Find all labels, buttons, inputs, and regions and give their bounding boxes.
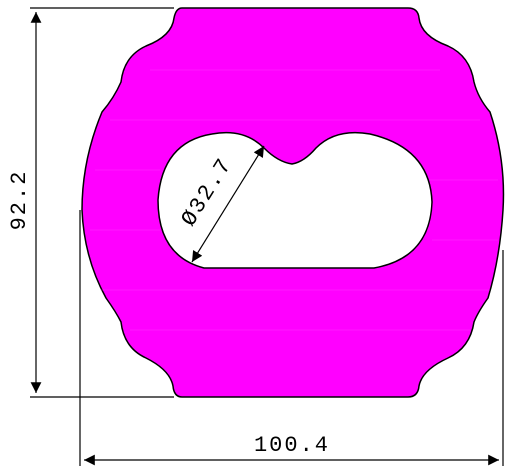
width-label: 100.4	[254, 433, 330, 458]
height-dimension: 92.2	[7, 7, 174, 398]
diameter-label: Ø32.7	[177, 153, 238, 231]
texture-lines	[90, 69, 498, 331]
hole-diameter-dimension: Ø32.7	[177, 145, 265, 263]
width-dimension: 100.4	[79, 210, 504, 466]
profile-shape	[81, 7, 505, 398]
diameter-dimension-line	[191, 145, 265, 263]
height-label: 92.2	[7, 170, 32, 231]
